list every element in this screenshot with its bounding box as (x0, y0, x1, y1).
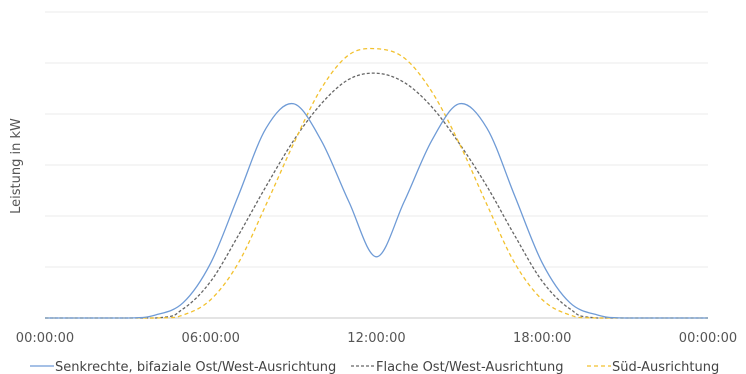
legend-label: Flache Ost/West-Ausrichtung (376, 360, 564, 374)
series-line-3 (45, 47, 708, 319)
legend: Senkrechte, bifaziale Ost/West-Ausrichtu… (30, 360, 719, 374)
x-tick-label: 00:00:00 (679, 331, 737, 346)
x-tick-label: 12:00:00 (347, 331, 405, 346)
x-tick-label: 00:00:00 (16, 331, 74, 346)
x-tick-label: 18:00:00 (513, 331, 571, 346)
legend-label: Süd-Ausrichtung (612, 360, 719, 374)
y-axis-label: Leistung in kW (9, 118, 24, 214)
series-line-2 (45, 72, 708, 319)
x-tick-label: 06:00:00 (182, 331, 240, 346)
x-tick-labels: 00:00:00 06:00:00 12:00:00 18:00:00 00:00:00 (16, 331, 737, 346)
series-lines (45, 47, 708, 319)
gridlines (45, 11, 708, 319)
series-line-1 (45, 102, 708, 319)
legend-label: Senkrechte, bifaziale Ost/West-Ausrichtu… (55, 360, 336, 374)
